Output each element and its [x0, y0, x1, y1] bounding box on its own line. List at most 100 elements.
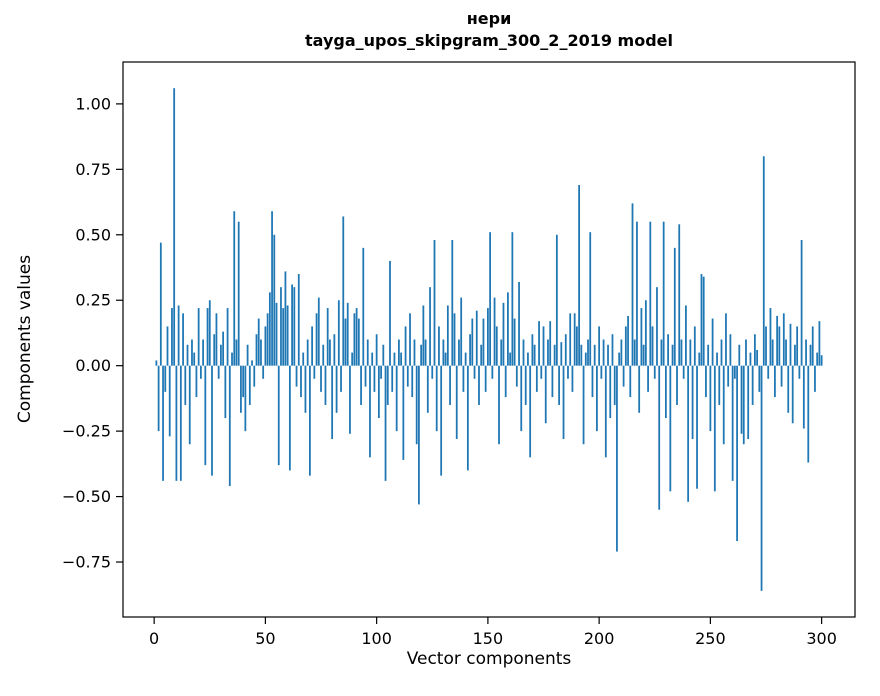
bar — [685, 305, 687, 366]
bar — [747, 365, 750, 439]
bar — [629, 365, 632, 398]
bar — [284, 271, 287, 366]
bar — [678, 224, 681, 366]
bar — [587, 339, 589, 366]
bar — [533, 344, 536, 366]
bar — [524, 365, 527, 405]
bar — [329, 339, 331, 366]
bar — [682, 365, 685, 379]
bar — [473, 365, 476, 379]
bar — [589, 232, 592, 366]
ticks-group: 1.00 0.75 0.50 0.25 0.00 −0.25 −0.50 −0.75 0 50 10… — [62, 94, 837, 648]
bar — [551, 365, 554, 398]
bar — [233, 211, 236, 366]
bar — [366, 339, 369, 366]
bar — [611, 334, 614, 366]
bar — [199, 365, 202, 379]
bar — [753, 334, 756, 366]
bar — [382, 344, 385, 366]
bar — [482, 318, 485, 366]
bar — [451, 240, 454, 366]
bar — [173, 88, 176, 366]
bar — [511, 232, 514, 366]
bar — [722, 365, 725, 445]
bar — [736, 365, 738, 542]
bar — [807, 365, 810, 463]
bar — [769, 308, 772, 366]
bar — [774, 365, 776, 398]
bar — [751, 365, 754, 405]
bar — [495, 326, 498, 366]
bar — [393, 352, 396, 366]
bar — [295, 365, 298, 387]
bar — [240, 365, 242, 413]
bar — [257, 318, 260, 366]
bar — [304, 365, 307, 413]
bar — [442, 339, 445, 366]
bar — [498, 365, 500, 445]
bar — [716, 352, 718, 366]
bar — [389, 260, 391, 366]
bar — [820, 355, 823, 366]
bar — [231, 352, 233, 366]
bar — [613, 365, 616, 405]
bar — [244, 365, 247, 432]
bar — [776, 315, 779, 366]
bar — [313, 365, 316, 379]
bar — [676, 365, 678, 405]
bar — [340, 365, 342, 392]
bar — [193, 352, 196, 366]
bar — [317, 297, 320, 366]
bar — [355, 308, 358, 366]
bar — [186, 344, 189, 366]
bar — [624, 326, 627, 366]
bar — [507, 292, 509, 366]
chart-title-model: tayga_upos_skipgram_300_2_2019 model — [305, 31, 673, 50]
bar — [226, 308, 229, 366]
bar — [293, 287, 296, 366]
bar — [687, 365, 690, 502]
bar — [480, 344, 483, 366]
bar — [500, 339, 503, 366]
bar — [164, 365, 167, 392]
bar — [504, 365, 507, 398]
bar — [638, 365, 641, 413]
y-tick-label: 0.25 — [75, 291, 111, 310]
bar — [693, 326, 696, 366]
bar — [431, 365, 434, 379]
bar — [562, 365, 565, 439]
bar — [700, 274, 703, 366]
bar — [584, 352, 587, 366]
bar — [471, 318, 474, 366]
bar — [342, 216, 345, 366]
bar — [315, 313, 318, 366]
bar — [337, 300, 340, 366]
bar — [809, 344, 812, 366]
bar — [300, 365, 302, 398]
bar — [673, 247, 676, 366]
bar — [475, 310, 478, 366]
bar — [778, 326, 781, 366]
bar — [188, 365, 191, 445]
bar — [182, 313, 184, 366]
bar — [549, 321, 552, 366]
bar — [391, 365, 394, 392]
bar — [213, 334, 216, 366]
bar — [604, 365, 607, 458]
bar — [415, 365, 418, 445]
y-axis-label: Components values — [15, 255, 35, 423]
x-tick-label: 150 — [473, 629, 504, 648]
bar — [794, 344, 796, 366]
x-tick-label: 100 — [361, 629, 392, 648]
bar — [702, 276, 705, 366]
bar — [175, 365, 178, 481]
bar — [248, 365, 251, 405]
bar — [658, 365, 661, 510]
bar — [346, 302, 349, 366]
bar — [540, 365, 543, 379]
y-tick-label: −0.25 — [62, 422, 111, 441]
bar — [418, 365, 420, 505]
bar — [493, 297, 496, 366]
bar — [664, 365, 667, 419]
bar — [529, 365, 532, 458]
